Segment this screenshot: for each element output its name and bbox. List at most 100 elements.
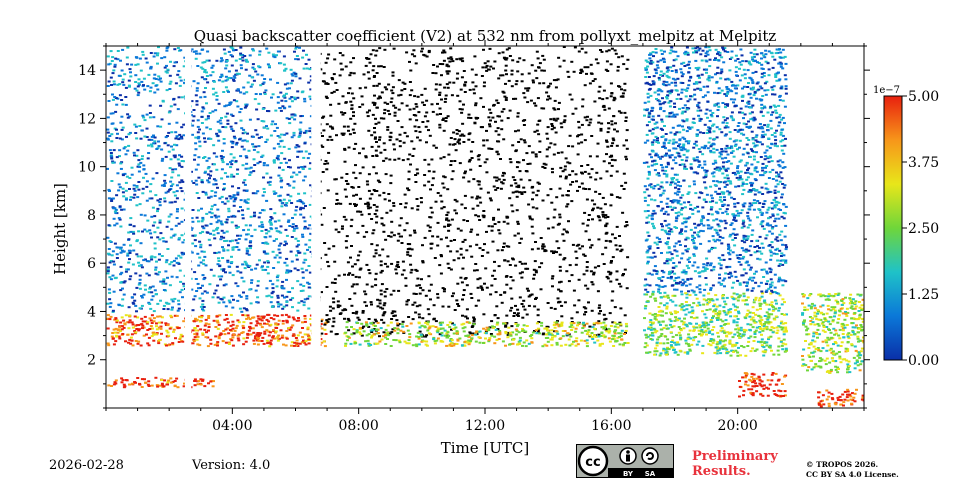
heatmap-cell — [541, 333, 545, 336]
heatmap-cell — [176, 158, 180, 161]
heatmap-cell — [350, 304, 354, 307]
heatmap-cell — [589, 118, 593, 121]
heatmap-cell — [580, 165, 584, 167]
heatmap-cell — [163, 197, 167, 200]
heatmap-cell — [226, 200, 230, 203]
heatmap-cell — [482, 342, 485, 344]
heatmap-cell — [436, 337, 440, 340]
heatmap-cell — [242, 337, 246, 340]
heatmap-cell — [358, 268, 362, 271]
heatmap-cell — [120, 377, 124, 380]
heatmap-cell — [347, 146, 351, 149]
heatmap-cell — [242, 343, 246, 346]
heatmap-cell — [763, 301, 767, 304]
heatmap-cell — [557, 247, 561, 250]
heatmap-cell — [149, 86, 153, 89]
heatmap-cell — [217, 335, 221, 338]
heatmap-cell — [391, 71, 395, 74]
heatmap-cell — [355, 203, 358, 206]
heatmap-cell — [149, 307, 153, 310]
heatmap-cell — [367, 189, 371, 192]
heatmap-cell — [128, 68, 132, 71]
heatmap-cell — [417, 126, 421, 129]
heatmap-cell — [556, 320, 559, 323]
heatmap-cell — [420, 47, 424, 50]
heatmap-cell — [198, 52, 202, 55]
heatmap-cell — [143, 214, 147, 217]
heatmap-cell — [516, 115, 520, 118]
heatmap-cell — [144, 320, 148, 323]
heatmap-cell — [619, 250, 623, 253]
heatmap-cell — [397, 157, 401, 160]
heatmap-cell — [155, 328, 159, 331]
heatmap-cell — [288, 291, 292, 293]
heatmap-cell — [249, 240, 253, 243]
heatmap-cell — [285, 278, 288, 281]
heatmap-cell — [610, 120, 614, 123]
heatmap-cell — [672, 325, 676, 328]
heatmap-cell — [209, 268, 213, 271]
heatmap-cell — [657, 310, 661, 313]
heatmap-cell — [119, 121, 123, 124]
heatmap-cell — [736, 331, 740, 334]
heatmap-cell — [526, 289, 530, 292]
heatmap-cell — [230, 261, 234, 263]
heatmap-cell — [193, 336, 197, 339]
heatmap-cell — [416, 208, 420, 211]
heatmap-cell — [120, 281, 124, 283]
heatmap-cell — [274, 322, 278, 325]
heatmap-cell — [154, 272, 158, 275]
heatmap-cell — [164, 301, 168, 304]
heatmap-cell — [150, 258, 154, 261]
heatmap-cell — [149, 325, 153, 328]
heatmap-cell — [137, 329, 141, 332]
heatmap-cell — [546, 137, 550, 140]
heatmap-cell — [509, 161, 513, 164]
heatmap-cell — [254, 289, 258, 292]
heatmap-cell — [615, 225, 619, 228]
heatmap-cell — [222, 138, 226, 140]
heatmap-cell — [112, 207, 116, 210]
heatmap-cell — [233, 76, 237, 79]
heatmap-cell — [178, 84, 182, 87]
heatmap-cell — [269, 223, 273, 226]
heatmap-cell — [375, 141, 378, 143]
heatmap-cell — [220, 195, 224, 198]
heatmap-cell — [180, 234, 184, 237]
heatmap-cell — [269, 227, 273, 230]
heatmap-cell — [441, 327, 445, 330]
heatmap-cell — [431, 177, 435, 180]
heatmap-cell — [445, 332, 449, 335]
heatmap-cell — [301, 115, 304, 117]
heatmap-cell — [525, 339, 529, 342]
heatmap-cell — [758, 331, 762, 334]
heatmap-cell — [324, 333, 328, 335]
heatmap-cell — [361, 224, 365, 227]
heatmap-cell — [734, 309, 738, 312]
heatmap-cell — [288, 225, 292, 227]
heatmap-cell — [139, 242, 143, 245]
heatmap-cell — [153, 256, 157, 259]
heatmap-cell — [526, 267, 530, 270]
heatmap-cell — [178, 164, 182, 167]
heatmap-cell — [523, 119, 527, 122]
heatmap-cell — [252, 145, 256, 148]
heatmap-cell — [427, 275, 431, 278]
heatmap-cell — [599, 334, 603, 337]
heatmap-cell — [453, 198, 457, 201]
heatmap-cell — [287, 327, 291, 330]
heatmap-cell — [408, 336, 412, 339]
heatmap-cell — [709, 338, 713, 340]
heatmap-cell — [704, 299, 708, 302]
heatmap-cell — [611, 290, 615, 293]
heatmap-cell — [338, 74, 342, 77]
heatmap-cell — [128, 278, 132, 281]
heatmap-cell — [413, 95, 417, 98]
heatmap-cell — [453, 143, 457, 146]
heatmap-cell — [113, 63, 117, 66]
heatmap-cell — [612, 335, 616, 337]
heatmap-cell — [138, 203, 142, 206]
heatmap-cell — [404, 284, 408, 287]
heatmap-cell — [303, 175, 307, 178]
heatmap-cell — [319, 320, 323, 323]
